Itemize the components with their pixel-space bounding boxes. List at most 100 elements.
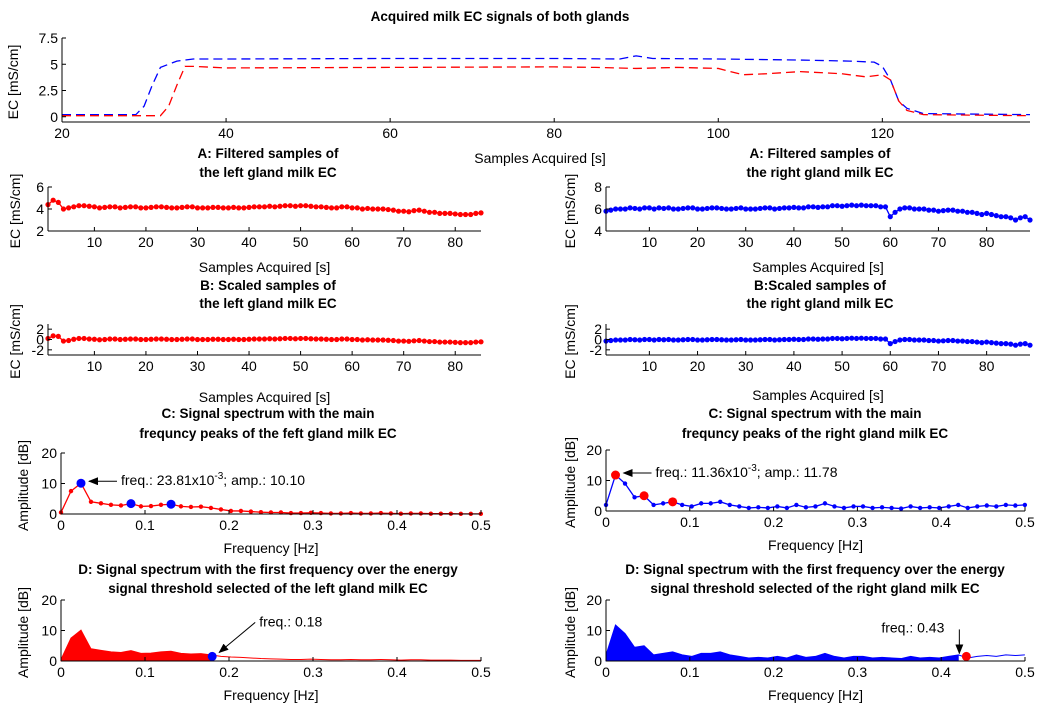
data-point xyxy=(205,336,211,343)
chart-title: D: Signal spectrum with the first freque… xyxy=(78,562,458,577)
data-point xyxy=(200,336,206,343)
data-point xyxy=(108,502,114,508)
data-point xyxy=(473,210,479,216)
data-point xyxy=(184,336,190,342)
x-tick-label: 0.1 xyxy=(680,514,700,530)
data-point xyxy=(670,206,677,212)
data-point xyxy=(897,337,903,343)
data-point xyxy=(810,204,816,210)
data-point xyxy=(178,504,184,509)
data-point xyxy=(86,336,92,342)
annotation-text: freq.: 0.18 xyxy=(259,613,322,629)
data-point xyxy=(96,337,103,343)
data-point xyxy=(220,205,226,211)
data-point xyxy=(1012,217,1019,223)
data-point xyxy=(1008,341,1014,347)
data-point xyxy=(661,337,667,343)
data-point xyxy=(297,203,304,209)
x-tick-label: 80 xyxy=(546,125,562,141)
data-point xyxy=(127,336,134,342)
data-point xyxy=(272,204,278,210)
spectrum-area xyxy=(605,624,959,662)
data-point xyxy=(339,204,345,210)
data-point xyxy=(926,207,932,213)
data-point xyxy=(955,338,961,344)
x-tick-label: 20 xyxy=(54,125,70,141)
data-point xyxy=(238,508,244,514)
data-point xyxy=(76,335,82,342)
data-point xyxy=(974,339,980,345)
series-line xyxy=(62,55,1031,116)
data-point xyxy=(468,340,474,346)
data-point xyxy=(81,203,87,209)
chart-title: frequncy peaks of the feft gland milk EC xyxy=(139,426,397,441)
data-point xyxy=(746,505,751,511)
data-point xyxy=(897,206,903,212)
data-point xyxy=(138,336,144,343)
data-point xyxy=(689,504,694,509)
data-point xyxy=(66,205,72,211)
data-point xyxy=(411,338,417,344)
data-point xyxy=(457,340,463,346)
x-tick-label: 0 xyxy=(57,517,65,533)
data-point xyxy=(879,505,885,510)
data-point xyxy=(617,206,624,212)
x-tick-label: 0.3 xyxy=(303,664,323,680)
x-tick-label: 60 xyxy=(882,358,898,374)
data-point xyxy=(617,337,624,343)
y-tick-label: 2.5 xyxy=(39,83,59,99)
x-tick-label: 30 xyxy=(738,358,754,374)
data-point xyxy=(632,205,638,212)
data-point xyxy=(661,205,667,212)
chart-bL: B: Scaled samples of the left gland milk … xyxy=(7,278,484,405)
data-point xyxy=(388,511,394,516)
data-point xyxy=(747,206,754,212)
data-point xyxy=(863,203,869,209)
series-line xyxy=(62,65,1031,117)
chart-dR: D: Signal spectrum with the first freque… xyxy=(562,562,1035,703)
data-point xyxy=(210,336,216,342)
data-point xyxy=(179,204,185,210)
x-tick-label: 30 xyxy=(190,358,206,374)
data-point xyxy=(174,205,180,211)
data-point xyxy=(993,213,999,219)
data-point xyxy=(685,336,691,343)
spectrum-tail-line xyxy=(210,654,481,661)
data-point xyxy=(858,202,864,208)
data-point xyxy=(892,209,898,215)
y-tick-label: 0 xyxy=(36,332,44,348)
data-point xyxy=(863,335,869,342)
data-point xyxy=(791,204,797,210)
data-point xyxy=(950,207,956,213)
y-axis-label: EC [mS/cm] xyxy=(562,304,578,379)
data-point xyxy=(225,205,232,211)
data-point xyxy=(1012,342,1019,348)
data-point xyxy=(757,337,763,343)
x-tick-label: 60 xyxy=(344,358,360,374)
chart-title: C: Signal spectrum with the main xyxy=(708,406,921,421)
data-point xyxy=(651,206,657,212)
data-point xyxy=(60,338,67,344)
data-point xyxy=(122,336,128,342)
x-tick-label: 30 xyxy=(190,234,206,250)
annotation-exponent: -3 xyxy=(748,463,757,474)
data-point xyxy=(230,336,237,342)
y-tick-label: 7.5 xyxy=(39,30,59,46)
data-point xyxy=(927,505,932,510)
data-point xyxy=(50,197,56,203)
y-tick-label: 2 xyxy=(594,321,602,337)
data-point xyxy=(984,339,990,345)
data-point xyxy=(776,205,783,212)
data-point xyxy=(313,204,319,210)
data-point xyxy=(188,504,194,510)
data-point xyxy=(318,204,324,210)
x-axis-label: Frequency [Hz] xyxy=(768,687,863,703)
data-point xyxy=(984,210,990,216)
data-point xyxy=(133,336,139,342)
annotation-arrow xyxy=(218,622,256,654)
data-point xyxy=(796,205,802,211)
data-point xyxy=(437,339,443,345)
data-point xyxy=(267,203,273,209)
data-point xyxy=(117,336,123,343)
data-point xyxy=(698,501,704,506)
